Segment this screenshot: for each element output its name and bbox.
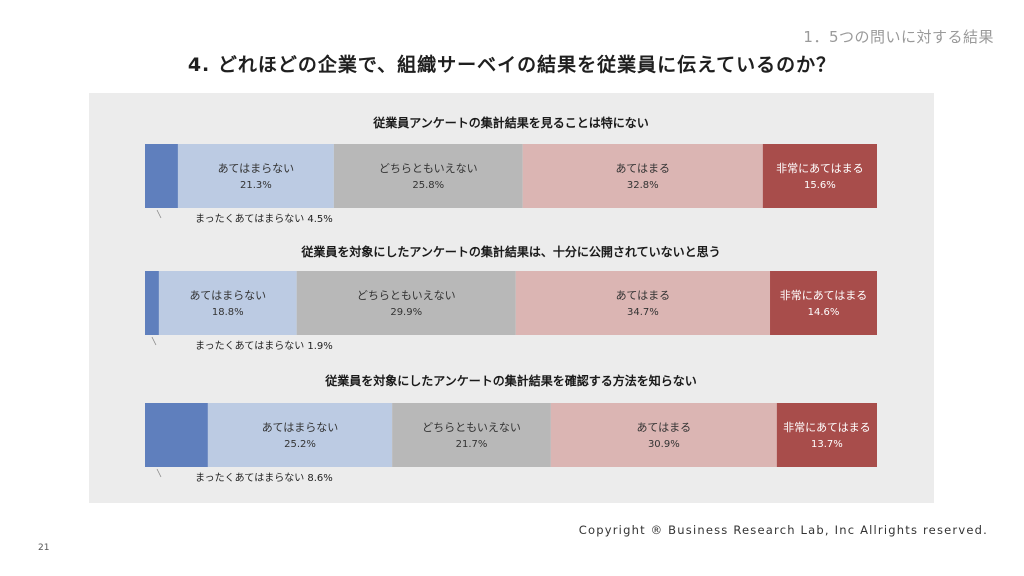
segment-label: あてはまらない xyxy=(218,162,295,175)
callout-line xyxy=(156,468,162,478)
segment-value: 30.9% xyxy=(648,439,680,450)
bar-segment xyxy=(333,144,523,208)
copyright-notice: Copyright ® Business Research Lab, Inc A… xyxy=(578,523,988,537)
chart-panel: 従業員アンケートの集計結果を見ることは特にないまったくあてはまらない 4.5% あ… xyxy=(89,93,934,503)
callout-label: まったくあてはまらない 8.6% xyxy=(195,472,333,484)
segment-value: 21.3% xyxy=(240,180,272,191)
callout-label: まったくあてはまらない 4.5% xyxy=(195,213,333,225)
bar-group-title: 従業員アンケートの集計結果を見ることは特にない xyxy=(372,115,649,130)
segment-label: あてはまる xyxy=(616,289,671,302)
segment-value: 32.8% xyxy=(627,180,659,191)
bar-segment xyxy=(550,403,777,467)
bar-segment xyxy=(762,144,877,208)
segment-label: どちらともいえない xyxy=(379,162,478,175)
bar-segment xyxy=(145,403,208,467)
segment-label: 非常にあてはまる xyxy=(776,162,864,175)
segment-label: あてはまらない xyxy=(262,421,339,434)
bar-segment xyxy=(515,271,771,335)
bar-segment xyxy=(145,271,159,335)
bar-segment xyxy=(158,271,297,335)
page-number: 21 xyxy=(38,543,50,553)
bar-segment xyxy=(776,403,877,467)
segment-label: 非常にあてはまる xyxy=(780,289,868,302)
segment-value: 29.9% xyxy=(390,307,422,318)
segment-label: あてはまらない xyxy=(190,289,267,302)
bar-group-title: 従業員を対象にしたアンケートの集計結果を確認する方法を知らない xyxy=(324,373,697,388)
callout-line xyxy=(151,336,157,346)
segment-value: 18.8% xyxy=(212,307,244,318)
bar-segment xyxy=(522,144,763,208)
bar-group-title: 従業員を対象にしたアンケートの集計結果は、十分に公開されていないと思う xyxy=(300,244,720,259)
callout-label: まったくあてはまらない 1.9% xyxy=(195,340,333,352)
segment-value: 14.6% xyxy=(808,307,840,318)
segment-value: 25.8% xyxy=(412,180,444,191)
segment-value: 15.6% xyxy=(804,180,836,191)
segment-value: 13.7% xyxy=(811,439,843,450)
segment-label: どちらともいえない xyxy=(357,289,456,302)
segment-label: あてはまる xyxy=(615,162,670,175)
callout-line xyxy=(156,209,162,219)
segment-value: 25.2% xyxy=(284,439,316,450)
segment-value: 21.7% xyxy=(456,439,488,450)
slide-title: 4. どれほどの企業で、組織サーベイの結果を従業員に伝えているのか？ xyxy=(187,54,837,76)
section-label: 1．5つの問いに対する結果 xyxy=(803,28,994,46)
segment-label: どちらともいえない xyxy=(422,421,521,434)
bar-segment xyxy=(177,144,334,208)
segment-label: 非常にあてはまる xyxy=(783,421,871,434)
segment-value: 34.7% xyxy=(627,307,659,318)
segment-label: あてはまる xyxy=(637,421,692,434)
bar-segment xyxy=(145,144,178,208)
bar-segment xyxy=(392,403,551,467)
bar-segment xyxy=(207,403,393,467)
bar-segment xyxy=(296,271,516,335)
bar-segment xyxy=(770,271,877,335)
